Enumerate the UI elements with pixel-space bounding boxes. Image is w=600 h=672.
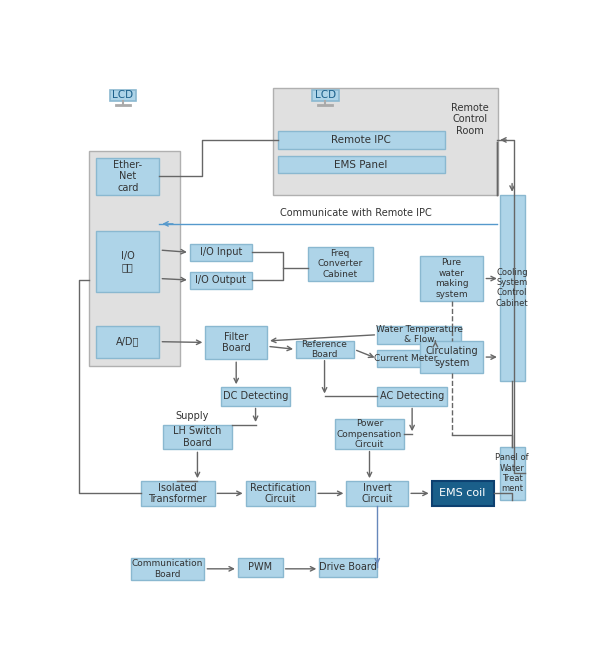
Text: EMS Panel: EMS Panel xyxy=(334,159,388,169)
Bar xyxy=(89,151,181,366)
Text: PWM: PWM xyxy=(248,562,272,573)
Text: Cooling
System
Control
Cabinet: Cooling System Control Cabinet xyxy=(496,267,529,308)
Bar xyxy=(278,130,445,149)
Bar xyxy=(278,156,445,173)
Bar xyxy=(163,425,232,450)
Text: EMS coil: EMS coil xyxy=(439,489,485,499)
Text: AC Detecting: AC Detecting xyxy=(380,391,444,401)
Text: LCD: LCD xyxy=(112,90,134,100)
Text: DC Detecting: DC Detecting xyxy=(223,391,288,401)
Bar xyxy=(131,558,205,579)
Text: LH Switch
Board: LH Switch Board xyxy=(173,426,221,448)
Text: Power
Compensation
Circuit: Power Compensation Circuit xyxy=(337,419,402,449)
Bar xyxy=(110,90,136,101)
Bar xyxy=(141,481,215,506)
Text: Remote
Control
Room: Remote Control Room xyxy=(451,103,489,136)
Text: A/D卡: A/D卡 xyxy=(116,337,139,347)
Bar xyxy=(335,419,404,449)
Text: Current Meter: Current Meter xyxy=(374,354,437,363)
Text: Rectification
Circuit: Rectification Circuit xyxy=(250,482,311,504)
Bar xyxy=(319,558,377,577)
Bar xyxy=(312,90,338,101)
Bar xyxy=(308,247,373,281)
Text: I/O
板卡: I/O 板卡 xyxy=(121,251,134,272)
Text: Circulating
system: Circulating system xyxy=(425,346,478,368)
Text: Supply: Supply xyxy=(176,411,209,421)
Text: Ether-
Net
card: Ether- Net card xyxy=(113,159,142,193)
Bar xyxy=(377,325,461,344)
Text: Filter
Board: Filter Board xyxy=(222,332,251,353)
Bar xyxy=(377,387,447,406)
Bar xyxy=(296,341,354,358)
Bar xyxy=(96,158,160,195)
Text: Communication
Board: Communication Board xyxy=(131,559,203,579)
Text: Invert
Circuit: Invert Circuit xyxy=(361,482,393,504)
Bar xyxy=(431,481,493,506)
Text: I/O Input: I/O Input xyxy=(200,247,242,257)
Text: Isolated
Transformer: Isolated Transformer xyxy=(148,482,206,504)
Bar xyxy=(221,387,290,406)
Bar xyxy=(96,325,160,358)
Text: Water Temperature
& Flow: Water Temperature & Flow xyxy=(376,325,463,345)
Bar xyxy=(238,558,283,577)
Text: Panel of
Water
Treat
ment: Panel of Water Treat ment xyxy=(495,453,529,493)
Bar xyxy=(190,244,252,261)
Text: I/O Output: I/O Output xyxy=(195,275,246,285)
Text: Freq
Converter
Cabinet: Freq Converter Cabinet xyxy=(317,249,362,279)
Text: Drive Board: Drive Board xyxy=(319,562,377,573)
Bar xyxy=(377,350,436,367)
Text: Pure
water
making
system: Pure water making system xyxy=(435,259,469,298)
Bar xyxy=(420,256,484,301)
Bar xyxy=(205,325,267,360)
Text: LCD: LCD xyxy=(315,90,336,100)
Bar xyxy=(500,195,524,381)
Bar xyxy=(500,447,524,499)
Bar xyxy=(346,481,408,506)
Bar xyxy=(96,230,160,292)
Bar xyxy=(274,88,498,195)
Bar xyxy=(190,271,252,288)
Bar xyxy=(420,341,484,373)
Bar xyxy=(245,481,315,506)
Text: Remote IPC: Remote IPC xyxy=(331,135,391,145)
Text: Reference
Board: Reference Board xyxy=(302,339,347,359)
Text: Communicate with Remote IPC: Communicate with Remote IPC xyxy=(280,208,431,218)
